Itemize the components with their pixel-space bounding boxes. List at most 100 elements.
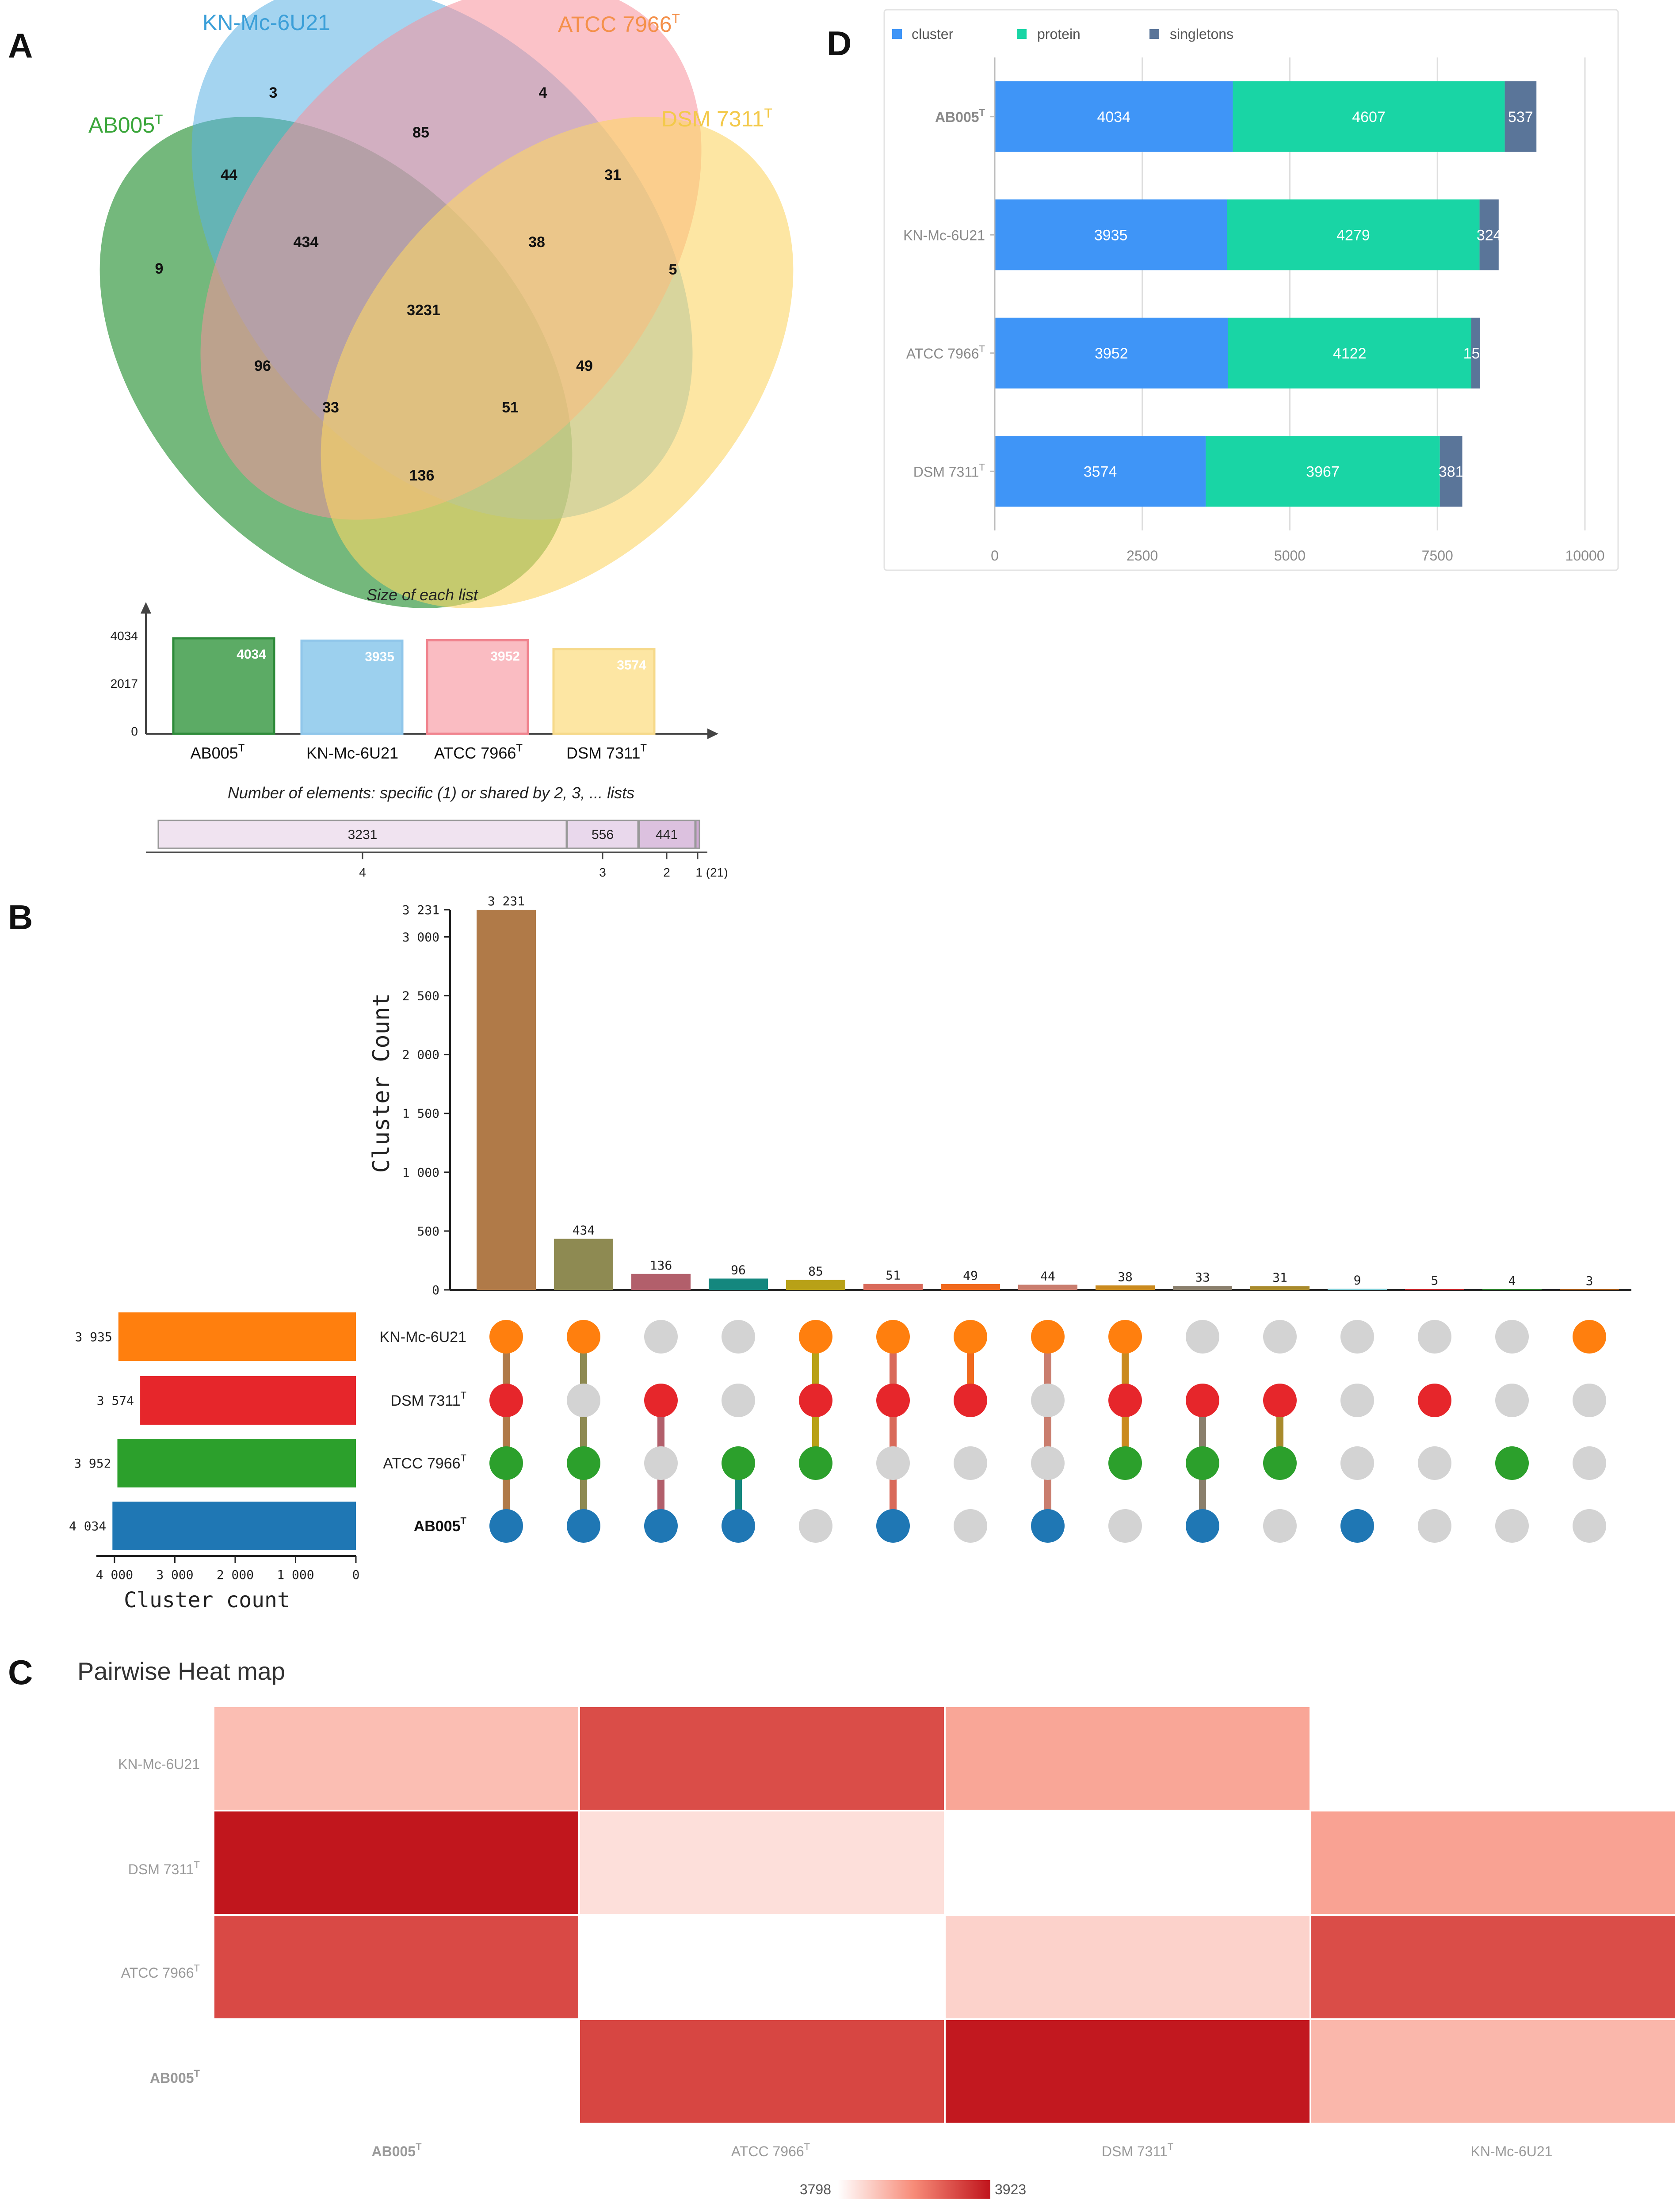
- heatmap-col-label-dsm: DSM 7311T: [1102, 2141, 1173, 2159]
- upset-matrix-dot-filled: [954, 1320, 987, 1354]
- panel-d-category-label: ATCC 7966T: [906, 343, 985, 362]
- heatmap-cell: [1311, 1707, 1675, 1810]
- stacked-bar-chart: 0 2500 5000 7500 10000 4034 4607 537 AB005T 3935 4…: [903, 57, 1604, 564]
- upset-matrix-dot-empty: [1108, 1509, 1142, 1543]
- upset-bar: [477, 910, 536, 1290]
- upset-matrix-dot-filled: [1108, 1320, 1142, 1354]
- legend-label-protein: protein: [1037, 26, 1081, 42]
- panel-d-bar-value-protein: 3967: [1306, 463, 1340, 480]
- shared-value-4: 3231: [348, 827, 378, 842]
- panel-d-bar-value-cluster: 3574: [1084, 463, 1117, 480]
- upset-y-tick-label: 2 500: [402, 989, 439, 1003]
- shared-axis-label-3: 3: [599, 866, 606, 879]
- upset-bar-label: 434: [573, 1223, 595, 1237]
- upset-y-tick-label: 3 000: [402, 930, 439, 944]
- upset-set-label-kn: KN-Mc-6U21: [380, 1329, 466, 1346]
- panel-d-category-label: KN-Mc-6U21: [903, 227, 985, 243]
- heatmap-cell: [1311, 2020, 1675, 2123]
- upset-matrix-dot-empty: [1573, 1509, 1606, 1543]
- panel-label-d: D: [827, 24, 851, 63]
- upset-matrix-dot-filled: [1495, 1446, 1529, 1480]
- upset-matrix-dot-empty: [644, 1446, 678, 1480]
- upset-set-size-label: 3 935: [75, 1330, 112, 1344]
- list-size-tick-mid: 2017: [111, 677, 138, 690]
- upset-matrix-dot-filled: [567, 1446, 600, 1480]
- list-size-chart: Size of each list 4034 2017 0 4034 3935 39…: [111, 586, 718, 762]
- upset-bar: [1328, 1289, 1387, 1290]
- upset-matrix-dot-filled: [644, 1384, 678, 1417]
- shared-axis-label-4: 4: [359, 866, 366, 879]
- venn-count-kn-only: 3: [269, 84, 278, 101]
- upset-matrix-dot-filled: [489, 1509, 523, 1543]
- panel-d-bar-protein: [1227, 199, 1480, 271]
- legend-swatch-protein: [1017, 29, 1027, 39]
- upset-matrix-dot-filled: [876, 1384, 910, 1417]
- venn-set-label-kn: KN-Mc-6U21: [202, 10, 330, 35]
- panel-d-category-label: AB005T: [935, 107, 985, 125]
- upset-set-size-label: 3 952: [74, 1456, 111, 1471]
- upset-set-size-bar: [117, 1439, 356, 1487]
- list-size-xlabel-kn: KN-Mc-6U21: [306, 744, 398, 762]
- upset-set-label-dsm: DSM 7311T: [390, 1390, 466, 1409]
- upset-bar-label: 49: [963, 1268, 978, 1283]
- upset-matrix-dot-empty: [722, 1320, 755, 1354]
- upset-matrix-dot-filled: [1031, 1320, 1065, 1354]
- legend-label-singletons: singletons: [1170, 26, 1233, 42]
- upset-matrix-dot-filled: [876, 1320, 910, 1354]
- panel-d-bar-value-protein: 4607: [1352, 109, 1386, 126]
- upset-bar-label: 5: [1431, 1274, 1439, 1288]
- upset-bar: [1018, 1285, 1077, 1290]
- venn-count-dsm-only: 5: [669, 261, 677, 278]
- list-size-bar: [552, 648, 656, 735]
- list-size-bar-value: 3574: [617, 658, 646, 673]
- upset-matrix-dot-filled: [722, 1509, 755, 1543]
- panel-d-category-label: DSM 7311T: [913, 461, 985, 480]
- heatmap-color-scale: [838, 2180, 990, 2199]
- upset-matrix-dot-filled: [567, 1320, 600, 1354]
- upset-y-tick-label: 500: [417, 1224, 439, 1239]
- upset-matrix-dot-empty: [1340, 1384, 1374, 1417]
- heatmap-cell: [214, 2020, 578, 2123]
- list-size-y-arrow: [141, 602, 151, 614]
- panel-d-bar-cluster: [995, 81, 1233, 152]
- heatmap-cell: [946, 1916, 1310, 2018]
- upset-matrix-dot-filled: [799, 1384, 832, 1417]
- upset-matrix-dot-filled: [489, 1446, 523, 1480]
- upset-matrix-dot-empty: [1340, 1446, 1374, 1480]
- upset-bar: [1405, 1289, 1464, 1290]
- upset-bar: [786, 1280, 845, 1290]
- legend-swatch-singletons: [1149, 29, 1159, 39]
- list-size-title: Size of each list: [367, 586, 479, 604]
- shared-value-2: 441: [656, 827, 678, 842]
- upset-bar-label: 44: [1040, 1269, 1055, 1283]
- venn-set-label-atcc: ATCC 7966T: [558, 11, 680, 37]
- upset-y-tick-label: 1 500: [402, 1106, 439, 1121]
- upset-set-size-tick-label: 4 000: [96, 1567, 133, 1582]
- venn-set-label-dsm: DSM 7311T: [661, 106, 772, 131]
- list-size-bar: [300, 639, 404, 735]
- panel-d-bar-singletons: [1504, 81, 1537, 152]
- upset-matrix-dot-empty: [1495, 1320, 1529, 1354]
- heatmap-row-label-atcc: ATCC 7966T: [121, 1963, 200, 1981]
- upset-matrix-dot-filled: [644, 1509, 678, 1543]
- shared-bar-1: [695, 820, 700, 849]
- upset-matrix-dot-empty: [1418, 1320, 1451, 1354]
- panel-d-bar-value-cluster: 4034: [1097, 109, 1130, 126]
- upset-matrix-dot-empty: [1186, 1320, 1219, 1354]
- upset-matrix-dot-empty: [954, 1509, 987, 1543]
- upset-matrix-dot-filled: [1108, 1446, 1142, 1480]
- panel-d-bar-value-protein: 4122: [1333, 345, 1367, 362]
- panel-label-c: C: [8, 1653, 33, 1692]
- upset-bar-label: 96: [731, 1262, 746, 1277]
- upset-matrix-dot-filled: [1186, 1446, 1219, 1480]
- heatmap-cell: [214, 1916, 578, 2018]
- upset-bar-label: 4: [1508, 1274, 1516, 1288]
- list-size-bar: [172, 637, 275, 735]
- panel-d-bar-singletons: [1479, 199, 1499, 271]
- panel-d-x-tick-label: 10000: [1565, 548, 1605, 564]
- upset-matrix-dot-filled: [489, 1384, 523, 1417]
- upset-bar-label: 136: [650, 1258, 672, 1273]
- upset-bar: [554, 1239, 613, 1290]
- upset-matrix-dot-empty: [1263, 1509, 1297, 1543]
- venn-count-atcc-dsm: 31: [604, 167, 621, 183]
